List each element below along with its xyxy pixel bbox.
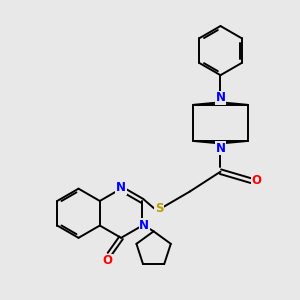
Text: O: O [252,174,262,187]
Text: N: N [116,182,126,194]
Text: O: O [103,254,113,267]
Text: N: N [139,219,149,232]
Text: N: N [215,142,226,155]
Text: S: S [155,202,163,215]
Text: N: N [215,91,226,104]
